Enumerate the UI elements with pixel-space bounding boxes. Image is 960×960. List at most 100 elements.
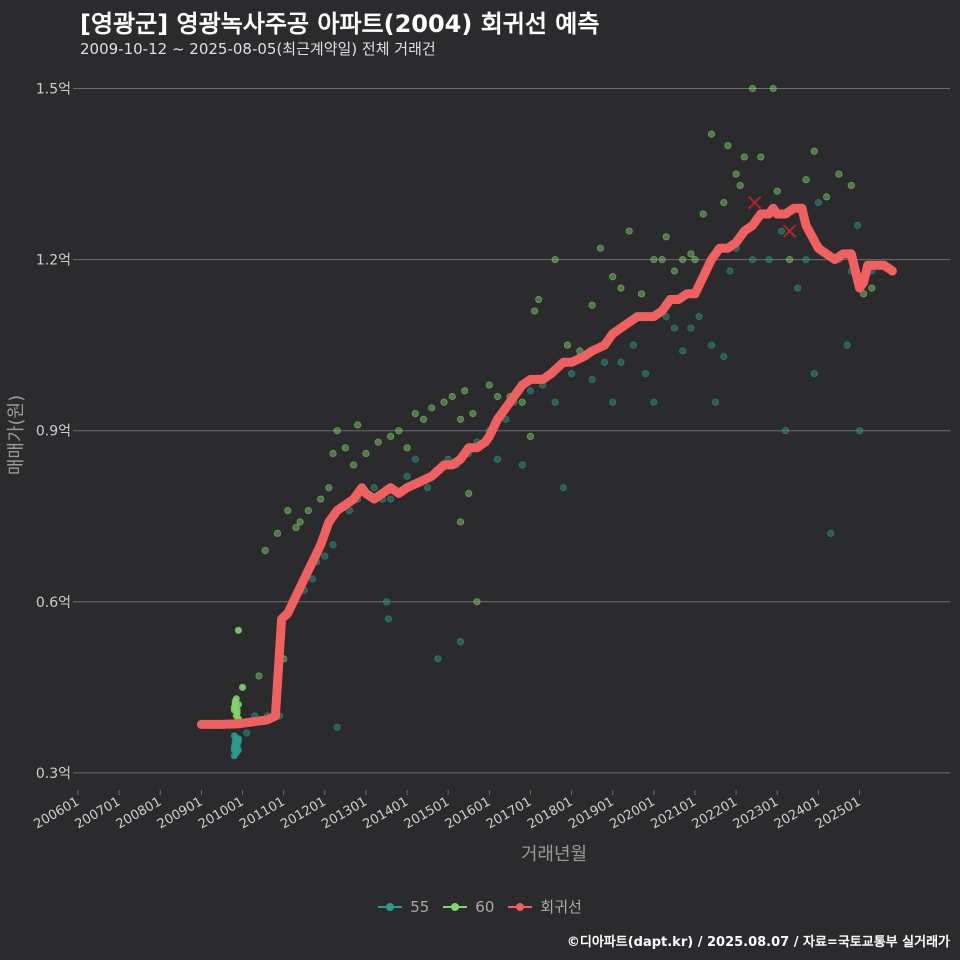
data-point-60 xyxy=(736,181,744,190)
data-point-55 xyxy=(411,455,419,463)
data-point-60 xyxy=(411,409,419,418)
data-point-55 xyxy=(387,495,395,503)
x-tick-label: 200901 xyxy=(155,794,205,832)
data-point-60 xyxy=(707,130,716,138)
data-point-60 xyxy=(518,398,526,406)
data-point-60 xyxy=(637,290,646,298)
data-point-60 xyxy=(456,415,465,423)
data-point-60 xyxy=(234,700,243,709)
data-point-60 xyxy=(847,181,855,190)
x-tick-label: 202101 xyxy=(648,794,698,832)
data-point-60 xyxy=(588,301,596,309)
data-point-55 xyxy=(526,387,535,395)
x-axis-title: 거래년월 xyxy=(521,844,587,865)
data-point-55 xyxy=(711,398,720,406)
extreme-marker xyxy=(747,195,762,210)
data-point-60 xyxy=(625,227,633,235)
data-point-55 xyxy=(853,221,862,229)
data-point-60 xyxy=(860,290,868,298)
data-point-60 xyxy=(419,415,428,423)
data-point-55 xyxy=(855,427,864,435)
data-point-60 xyxy=(835,170,843,178)
data-point-55 xyxy=(810,370,818,378)
data-point-55 xyxy=(370,484,378,492)
data-point-60 xyxy=(374,438,382,446)
data-point-60 xyxy=(233,706,241,714)
data-point-60 xyxy=(333,427,341,435)
data-point-55 xyxy=(695,313,703,321)
data-point-60 xyxy=(255,672,263,680)
data-point-55 xyxy=(726,267,734,275)
data-point-55 xyxy=(629,341,637,349)
data-point-60 xyxy=(563,341,572,349)
data-point-55 xyxy=(308,575,317,583)
data-point-55 xyxy=(456,638,465,646)
data-point-55 xyxy=(777,227,785,235)
x-tick-label: 200701 xyxy=(73,794,123,832)
data-point-60 xyxy=(341,444,349,452)
data-point-55 xyxy=(424,484,432,492)
data-point-60 xyxy=(304,506,312,515)
extreme-marker xyxy=(782,224,797,238)
legend-item-55[interactable]: 55 xyxy=(378,898,429,916)
data-point-55 xyxy=(843,341,851,349)
data-point-60 xyxy=(691,256,699,264)
data-point-55 xyxy=(650,398,658,406)
data-point-60 xyxy=(526,432,535,441)
data-point-60 xyxy=(440,398,448,406)
data-point-60 xyxy=(325,484,333,492)
source-caption: ©디아파트(dapt.kr) / 2025.08.07 / 자료=국토교통부 실… xyxy=(566,935,950,950)
chart-title: [영광군] 영광녹사주공 아파트(2004) 회귀선 예측 xyxy=(80,10,600,38)
data-point-60 xyxy=(670,267,679,275)
extreme-marker-stroke xyxy=(782,224,797,238)
data-point-60 xyxy=(362,449,370,458)
x-tick-label: 201501 xyxy=(402,794,452,832)
legend-item-60[interactable]: 60 xyxy=(443,898,494,916)
legend-key-60 xyxy=(443,900,468,914)
y-tick-label: 0.9억 xyxy=(36,424,71,440)
data-point-60 xyxy=(802,176,810,184)
data-point-60 xyxy=(810,147,818,155)
data-point-60 xyxy=(720,198,728,207)
data-point-55 xyxy=(333,723,341,731)
data-point-55 xyxy=(559,484,567,492)
data-point-55 xyxy=(781,427,790,435)
data-point-60 xyxy=(650,256,658,264)
data-point-60 xyxy=(748,84,757,93)
data-point-55 xyxy=(493,455,502,463)
data-point-55 xyxy=(232,735,240,743)
y-tick-label: 1.2억 xyxy=(36,253,71,269)
legend-label-55: 55 xyxy=(410,897,430,916)
chart-subtitle: 2009-10-12 ~ 2025-08-05(최근계약일) 전체 거래건 xyxy=(80,40,436,58)
data-point-55 xyxy=(707,341,716,349)
data-point-55 xyxy=(794,284,802,292)
data-point-55 xyxy=(748,256,757,264)
data-point-55 xyxy=(617,358,625,366)
legend: 55 60 회귀선 xyxy=(0,896,960,917)
legend-item-regression[interactable]: 회귀선 xyxy=(508,896,582,917)
data-point-60 xyxy=(732,170,740,178)
legend-label-60: 60 xyxy=(475,897,495,916)
data-point-55 xyxy=(765,256,773,264)
series-55 xyxy=(230,198,876,760)
y-tick-label: 1.5억 xyxy=(36,82,71,98)
data-point-60 xyxy=(551,256,559,264)
x-tick-label: 202001 xyxy=(607,794,657,832)
data-point-60 xyxy=(609,273,617,281)
data-point-55 xyxy=(518,461,526,469)
data-point-60 xyxy=(773,187,781,195)
data-point-60 xyxy=(530,307,539,315)
data-point-55 xyxy=(609,398,617,406)
data-point-60 xyxy=(687,250,695,258)
x-tick-label: 201601 xyxy=(443,794,493,832)
data-point-60 xyxy=(354,421,362,429)
x-tick-label: 202301 xyxy=(731,794,781,832)
data-point-60 xyxy=(785,256,794,264)
x-tick-label: 201401 xyxy=(361,794,411,832)
data-point-55 xyxy=(687,324,695,332)
x-tick-label: 201801 xyxy=(525,794,575,832)
data-point-60 xyxy=(535,295,543,304)
data-point-60 xyxy=(596,244,604,252)
data-point-60 xyxy=(617,284,625,292)
data-point-55 xyxy=(329,541,337,549)
